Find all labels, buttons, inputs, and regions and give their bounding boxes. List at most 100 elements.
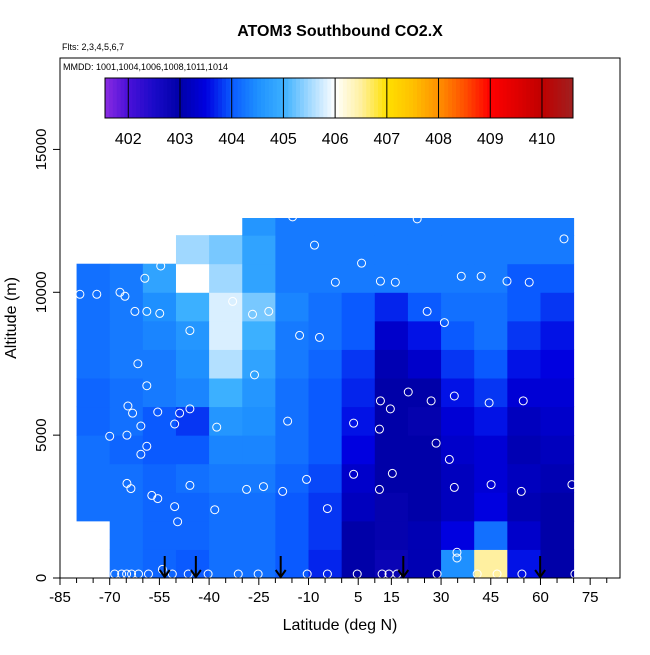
data-point xyxy=(431,438,441,448)
heat-cell xyxy=(507,406,541,436)
heat-cell xyxy=(407,263,442,293)
heat-cell xyxy=(76,349,111,379)
data-point xyxy=(559,234,569,244)
colorbar-swatch xyxy=(120,78,125,118)
colorbar-swatch xyxy=(358,78,363,118)
colorbar-swatch xyxy=(428,78,433,118)
heatmap xyxy=(76,218,575,579)
colorbar-swatch xyxy=(389,78,394,118)
heat-cell xyxy=(474,263,508,293)
data-point xyxy=(153,494,163,504)
colorbar-swatch xyxy=(495,78,500,118)
heat-cell xyxy=(507,292,541,322)
heat-cell xyxy=(341,406,376,436)
heat-cell xyxy=(441,378,475,408)
heat-cell xyxy=(142,406,177,436)
data-point xyxy=(524,277,534,287)
heat-cell xyxy=(341,463,376,493)
colorbar-swatch xyxy=(522,78,527,118)
colorbar-swatch xyxy=(405,78,410,118)
colorbar-swatch xyxy=(147,78,153,118)
data-point xyxy=(248,309,258,319)
heat-cell xyxy=(407,320,442,350)
data-point xyxy=(484,398,494,408)
heat-cell xyxy=(341,320,376,350)
x-tick-label: -85 xyxy=(49,589,71,606)
colorbar-swatch xyxy=(366,78,371,118)
heat-cell xyxy=(540,492,575,522)
heat-cell xyxy=(242,263,276,293)
colorbar-swatch xyxy=(510,78,515,118)
data-point xyxy=(140,273,150,283)
colorbar-swatch xyxy=(268,78,274,118)
colorbar-swatch xyxy=(491,78,496,118)
colorbar-swatch xyxy=(534,78,539,118)
heat-cell xyxy=(242,463,276,493)
heat-cell xyxy=(407,406,442,436)
heat-cell xyxy=(374,292,409,322)
colorbar-tick-label: 408 xyxy=(425,131,452,148)
colorbar-swatch xyxy=(237,78,242,118)
colorbar-swatch xyxy=(198,78,203,118)
colorbar-tick-label: 406 xyxy=(322,131,349,148)
heat-cell xyxy=(374,349,409,379)
heat-cell xyxy=(474,292,508,322)
arrow xyxy=(534,556,546,579)
heat-cell xyxy=(242,235,276,265)
y-tick-label: 10000 xyxy=(33,271,50,313)
heat-cell xyxy=(507,435,541,465)
data-point xyxy=(476,271,486,281)
heat-cell xyxy=(308,406,343,436)
heat-cell xyxy=(441,292,475,322)
heat-cell xyxy=(209,349,243,379)
subtitle: Flts: 2,3,4,5,6,7 xyxy=(62,42,124,52)
heat-cell xyxy=(374,263,409,293)
data-point xyxy=(120,291,130,301)
colorbar-swatch xyxy=(323,78,328,118)
heat-cell xyxy=(242,349,276,379)
data-point xyxy=(258,482,268,492)
heat-cell xyxy=(242,435,276,465)
heat-cell xyxy=(142,520,177,550)
colorbar-swatch xyxy=(432,78,437,118)
heat-cell xyxy=(341,549,376,579)
colorbar-swatch xyxy=(498,78,504,118)
colorbar-swatch xyxy=(424,78,430,118)
colorbar-swatch xyxy=(374,78,379,118)
heat-cell xyxy=(507,263,541,293)
data-point xyxy=(105,431,115,441)
heat-cell xyxy=(175,349,210,379)
heat-cell xyxy=(142,292,177,322)
heat-cell xyxy=(474,218,508,236)
colorbar-swatch xyxy=(292,78,297,118)
heat-cell xyxy=(275,435,310,465)
colorbar-swatch xyxy=(420,78,426,118)
heat-cell xyxy=(175,378,210,408)
heat-cell xyxy=(109,520,144,550)
colorbar-swatch xyxy=(549,78,554,118)
colorbar-swatch xyxy=(545,78,550,118)
data-point xyxy=(456,271,466,281)
heat-cell xyxy=(242,378,276,408)
x-tick-label: -55 xyxy=(149,589,171,606)
x-tick-label: 60 xyxy=(532,589,549,606)
heat-cell xyxy=(209,520,243,550)
plot-frame xyxy=(59,57,621,579)
heat-cell xyxy=(242,406,276,436)
data-point xyxy=(185,326,195,336)
heat-cell xyxy=(109,549,144,579)
heat-cell xyxy=(209,463,243,493)
heat-cell xyxy=(76,263,111,293)
x-axis-label: Latitude (deg N) xyxy=(283,617,398,634)
heat-cell xyxy=(308,235,343,265)
heat-cell xyxy=(407,435,442,465)
data-point xyxy=(228,296,238,306)
heat-cell xyxy=(109,349,144,379)
heat-cell xyxy=(142,320,177,350)
colorbar-swatch xyxy=(397,78,402,118)
heat-cell xyxy=(374,235,409,265)
colorbar-swatch xyxy=(261,78,266,118)
colorbar-swatch xyxy=(253,78,258,118)
data-point xyxy=(142,306,152,316)
data-point xyxy=(295,330,305,340)
